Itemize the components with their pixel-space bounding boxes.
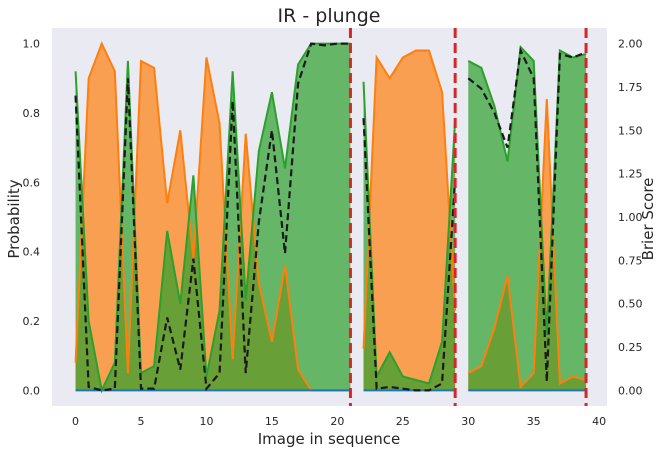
y-right-tick-label: 1.75: [618, 81, 643, 94]
y-right-tick-label: 1.50: [618, 124, 643, 137]
x-tick-label: 20: [330, 415, 344, 428]
brier-line-segment-3: [467, 46, 587, 382]
x-tick-label: 0: [72, 415, 79, 428]
green-area-segment-1: [75, 43, 351, 391]
y-right-tick-label: 0.50: [618, 298, 643, 311]
x-axis-ticks: 0 5 10 15 20 25 30 35 40: [72, 415, 606, 428]
x-tick-label: 10: [199, 415, 213, 428]
y-left-tick-label: 0.4: [23, 246, 41, 259]
orange-line-segment-3: [467, 99, 587, 390]
line-layer: [74, 41, 587, 394]
brier-line-segment-2: [362, 118, 457, 392]
x-tick-label: 30: [461, 415, 475, 428]
y-left-tick-label: 0.6: [23, 176, 41, 189]
x-axis-label: Image in sequence: [258, 430, 400, 448]
chart-title: IR - plunge: [278, 5, 381, 27]
brier-line-segment-1: [74, 42, 351, 392]
y-right-tick-label: 0.25: [618, 341, 643, 354]
y-right-axis-ticks: 0.00 0.25 0.50 0.75 1.00 1.25 1.50 1.75 2.00: [618, 38, 643, 398]
y-right-tick-label: 0.00: [618, 384, 643, 397]
green-area-segment-2: [363, 81, 456, 391]
boundary-layer: [348, 28, 588, 406]
orange-line-segment-2: [362, 49, 457, 349]
y-left-tick-label: 1.0: [23, 38, 41, 51]
green-line-segment-3: [467, 44, 587, 335]
orange-area-segment-2: [363, 50, 456, 391]
x-tick-label: 15: [265, 415, 279, 428]
y-left-axis-ticks: 0.0 0.2 0.4 0.6 0.8 1.0: [23, 38, 41, 398]
y-right-tick-label: 0.75: [618, 254, 643, 267]
y-axis-label-left: Probability: [5, 179, 23, 258]
green-line-segment-2: [362, 81, 457, 385]
y-axis-label-right: Brier Score: [639, 178, 657, 261]
x-tick-label: 25: [396, 415, 410, 428]
y-left-tick-label: 0.8: [23, 107, 41, 120]
y-right-tick-label: 1.00: [618, 211, 643, 224]
x-tick-label: 5: [138, 415, 145, 428]
x-tick-label: 40: [592, 415, 606, 428]
y-left-tick-label: 0.0: [23, 384, 41, 397]
y-right-tick-label: 2.00: [618, 38, 643, 51]
y-right-tick-label: 1.25: [618, 168, 643, 181]
x-tick-label: 35: [527, 415, 541, 428]
y-left-tick-label: 0.2: [23, 315, 41, 328]
